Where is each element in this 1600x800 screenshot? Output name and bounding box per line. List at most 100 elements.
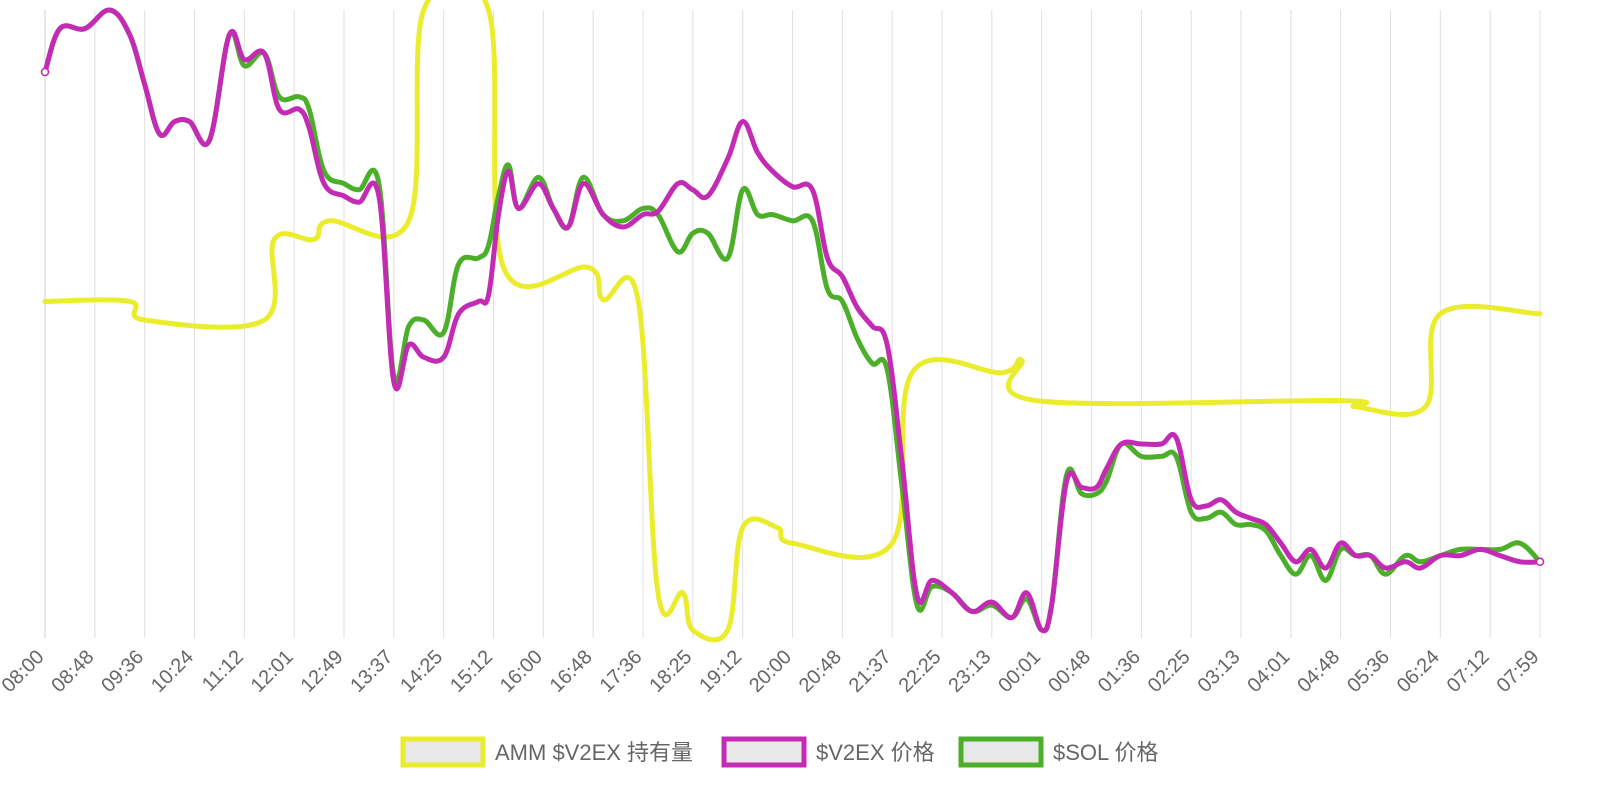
data-point: [705, 194, 710, 198]
data-point: [675, 181, 680, 186]
data-point: [536, 175, 541, 180]
data-point: [1189, 510, 1194, 515]
data-point: [1323, 566, 1328, 570]
data-point: [312, 237, 317, 242]
data-point: [636, 297, 641, 302]
data-point: [1308, 553, 1313, 558]
data-point: [421, 8, 426, 12]
data-point: [322, 181, 327, 186]
series-1: [40, 7, 1545, 634]
data-point: [1039, 628, 1044, 632]
data-point: [870, 361, 875, 366]
data-point: [825, 287, 830, 291]
data-point: [1234, 522, 1239, 527]
data-point: [496, 212, 501, 217]
data-point: [1458, 547, 1463, 552]
data-point: [1174, 435, 1179, 440]
data-point: [930, 578, 935, 583]
data-point: [770, 212, 775, 217]
data-point: [1338, 541, 1343, 546]
data-point: [441, 330, 446, 335]
data-point: [57, 26, 62, 31]
data-point: [1064, 479, 1069, 484]
legend-label: AMM $V2EX 持有量: [495, 740, 693, 765]
x-tick-label: 18:25: [645, 646, 696, 697]
x-tick-label: 16:00: [496, 646, 547, 697]
legend: AMM $V2EX 持有量 $V2EX 价格 $SOL 价格: [400, 736, 1159, 768]
data-point: [581, 175, 586, 180]
data-point: [127, 299, 132, 304]
data-point: [486, 293, 491, 298]
x-tick-label: 12:49: [297, 646, 348, 697]
data-point: [127, 32, 132, 37]
data-point: [356, 200, 361, 205]
data-point: [755, 212, 760, 217]
data-point: [989, 600, 994, 605]
x-tick-label: 06:24: [1393, 646, 1444, 697]
data-point: [1353, 404, 1358, 409]
legend-swatch: [721, 736, 807, 768]
data-point: [1293, 559, 1298, 564]
data-point: [586, 265, 591, 270]
data-point: [1159, 454, 1164, 459]
data-point: [1019, 358, 1024, 363]
data-point: [272, 237, 277, 242]
data-point: [506, 163, 511, 167]
data-point: [790, 184, 795, 189]
data-point: [910, 370, 915, 375]
series-line-0: [42, 0, 1543, 643]
data-point: [890, 541, 895, 546]
data-point: [949, 590, 954, 595]
x-tick-label: 10:24: [147, 646, 198, 697]
data-point: [969, 609, 974, 614]
data-point: [740, 119, 745, 124]
data-point: [187, 119, 192, 124]
data-point: [1174, 454, 1179, 459]
data-point: [142, 318, 147, 322]
data-point: [1263, 528, 1268, 533]
data-point: [1079, 485, 1084, 490]
x-tick-label: 23:13: [944, 646, 995, 697]
x-tick-label: 04:01: [1243, 646, 1294, 697]
data-point: [536, 181, 541, 186]
data-point: [1159, 442, 1164, 446]
data-point: [297, 107, 302, 112]
data-point: [915, 593, 920, 598]
data-point: [601, 297, 606, 302]
data-point: [1139, 454, 1144, 459]
x-tick-label: 20:48: [795, 646, 846, 697]
legend-item-2: $SOL 价格: [958, 736, 1159, 768]
series-line-2: [42, 7, 1543, 634]
series-layer: [40, 0, 1545, 643]
x-tick-label: 12:01: [247, 646, 298, 697]
data-point: [740, 525, 745, 530]
data-point: [307, 107, 312, 112]
x-tick-label: 17:36: [596, 646, 647, 697]
x-tick-label: 00:01: [994, 646, 1045, 697]
x-tick-label: 21:37: [845, 646, 896, 697]
data-point: [1204, 516, 1209, 521]
data-point: [725, 256, 730, 260]
x-tick-label: 07:59: [1493, 646, 1544, 697]
data-point: [690, 628, 695, 632]
data-point: [406, 218, 411, 223]
data-point: [1383, 572, 1388, 577]
data-point: [1338, 547, 1343, 552]
data-point: [790, 541, 795, 546]
data-point: [1383, 566, 1388, 570]
data-point: [342, 181, 346, 186]
data-point: [421, 318, 426, 322]
data-point: [621, 225, 626, 229]
data-point: [810, 218, 815, 223]
data-point: [1104, 479, 1109, 484]
data-point: [810, 187, 815, 192]
data-point: [376, 194, 381, 198]
data-point: [242, 57, 247, 62]
x-tick-label: 13:37: [346, 646, 397, 697]
x-tick-label: 03:13: [1194, 646, 1245, 697]
data-point: [566, 225, 571, 229]
data-point: [262, 51, 267, 56]
data-point: [456, 262, 461, 267]
data-point: [1518, 541, 1523, 546]
data-point: [790, 218, 795, 223]
